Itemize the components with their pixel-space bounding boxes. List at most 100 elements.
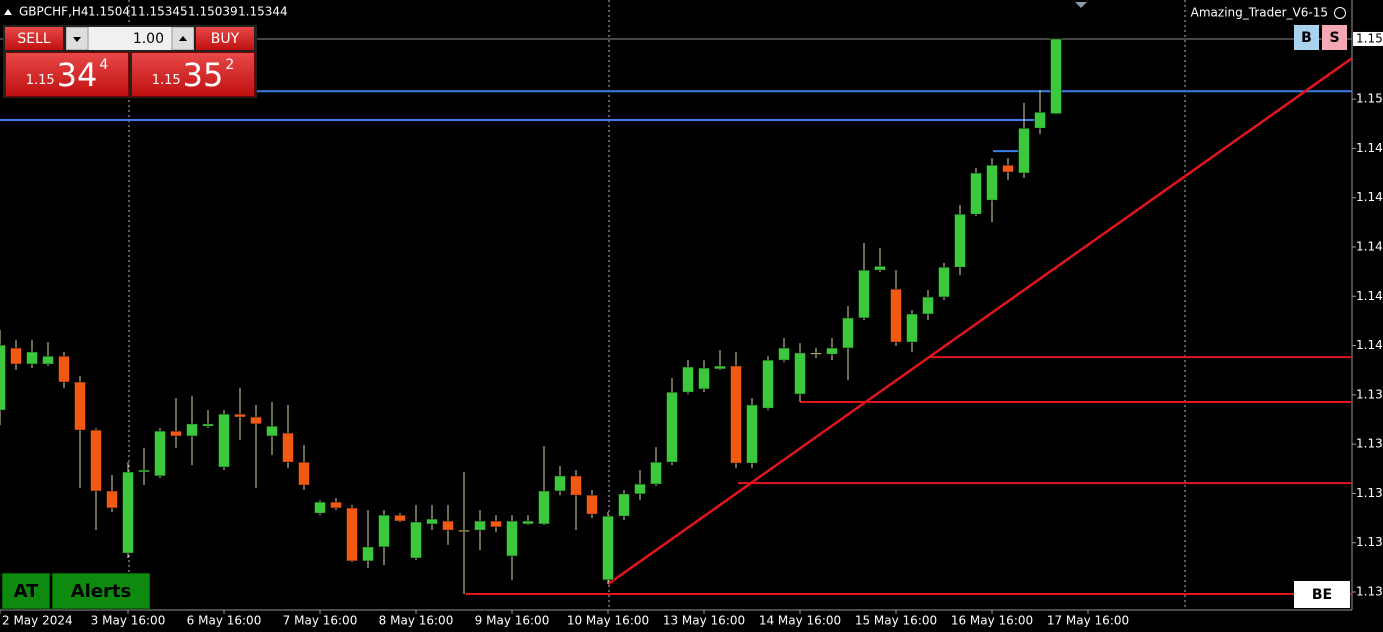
candle-body (0, 344, 6, 411)
candle-body (234, 413, 246, 418)
candle-body (314, 501, 326, 514)
candle-body (506, 520, 518, 557)
candle-body (922, 296, 934, 315)
lot-spinners (66, 27, 194, 50)
candle-body (138, 469, 150, 473)
sell-button[interactable]: SELL (5, 27, 63, 50)
candle-body (602, 515, 614, 581)
candle-body (1034, 111, 1046, 129)
candle-body (106, 490, 118, 509)
chart-title: GBPCHF,H4 (19, 5, 89, 19)
y-tick-label: 1.14 (1356, 239, 1383, 253)
candle-body (378, 514, 390, 548)
indicator-name: Amazing_Trader_V6-15 (1191, 6, 1328, 20)
candle-body (842, 317, 854, 349)
price-pips: 35 (182, 55, 224, 94)
candle-body (954, 213, 966, 268)
y-tick-label: 1.14 (1356, 338, 1383, 352)
candle-body (554, 475, 566, 492)
candle-body (218, 413, 230, 468)
y-tick-label: 1.13 (1356, 486, 1383, 500)
candle-body (42, 355, 54, 365)
buy-button[interactable]: BUY (196, 27, 254, 50)
candle-body (746, 404, 758, 464)
candle-body (58, 355, 70, 383)
alerts-button[interactable]: Alerts (52, 573, 150, 609)
candle-body (458, 529, 470, 532)
ohlc-low: 1.15039 (188, 5, 238, 19)
candle-body (442, 520, 454, 531)
candle-body (618, 493, 630, 517)
candle-body (154, 430, 166, 477)
x-tick-label: 14 May 16:00 (759, 614, 841, 628)
y-tick-label: 1.14 (1356, 190, 1383, 204)
candle-body (250, 416, 262, 425)
x-tick-label: 13 May 16:00 (663, 614, 745, 628)
price-pips: 34 (56, 55, 98, 94)
candle-body (826, 347, 838, 355)
x-tick-label: 6 May 16:00 (187, 614, 262, 628)
candle-body (410, 521, 422, 559)
up-arrow (179, 36, 187, 41)
plot (0, 38, 1352, 595)
x-tick-label: 10 May 16:00 (567, 614, 649, 628)
candle-body (474, 520, 486, 531)
candle-body (394, 514, 406, 522)
candle-body (810, 352, 822, 355)
candle-body (26, 351, 38, 365)
candle-body (170, 430, 182, 437)
last-price-label: 1.15 (1356, 31, 1383, 45)
candle-body (586, 494, 598, 515)
candle-body (346, 507, 358, 562)
candle-body (666, 391, 678, 463)
candle-body (122, 471, 134, 554)
candle-body (570, 475, 582, 496)
candle-body (362, 546, 374, 562)
collapse-icon[interactable] (4, 9, 12, 15)
be-button[interactable]: BE (1294, 581, 1350, 608)
buy-price[interactable]: 1.15 35 2 (131, 52, 255, 97)
price-big: 1.15 (151, 73, 181, 88)
candle-body (762, 359, 774, 409)
candle-body (426, 518, 438, 525)
smiley-icon (1334, 7, 1346, 19)
y-tick-label: 1.13 (1356, 585, 1383, 599)
candle-body (538, 490, 550, 525)
x-tick-label: 3 May 16:00 (91, 614, 166, 628)
candle-body (730, 365, 742, 464)
candle-body (906, 313, 918, 343)
price-big: 1.15 (25, 73, 55, 88)
candle-body (10, 347, 22, 365)
ohlc-close: 1.15344 (238, 5, 288, 19)
sell-price[interactable]: 1.15 34 4 (5, 52, 129, 97)
trend-line (607, 57, 1352, 586)
candle-body (1002, 164, 1014, 173)
x-tick-label: 9 May 16:00 (475, 614, 550, 628)
candle-body (330, 501, 342, 509)
b-button[interactable]: B (1294, 25, 1319, 50)
shift-marker (1075, 2, 1087, 8)
candle-body (634, 483, 646, 495)
y-tick-label: 1.14 (1356, 141, 1383, 155)
x-tick-label: 17 May 16:00 (1047, 614, 1129, 628)
price-fraction: 2 (225, 57, 235, 73)
candle-body (186, 423, 198, 437)
lot-input[interactable]: 1.00 (66, 27, 194, 50)
x-tick-label: 7 May 16:00 (283, 614, 358, 628)
y-tick-label: 1.13 (1356, 387, 1383, 401)
candle-body (890, 288, 902, 343)
candle-body (986, 164, 998, 201)
candle-body (202, 423, 214, 427)
candle-body (1018, 127, 1030, 174)
candle-body (74, 381, 86, 431)
candle-body (266, 425, 278, 437)
s-button[interactable]: S (1322, 25, 1347, 50)
candle-body (682, 366, 694, 393)
candle-body (794, 352, 806, 395)
candle-body (874, 265, 886, 271)
last-price-box (1353, 31, 1383, 46)
candle-body (650, 461, 662, 485)
candle-body (698, 367, 710, 390)
at-button[interactable]: AT (2, 573, 50, 609)
